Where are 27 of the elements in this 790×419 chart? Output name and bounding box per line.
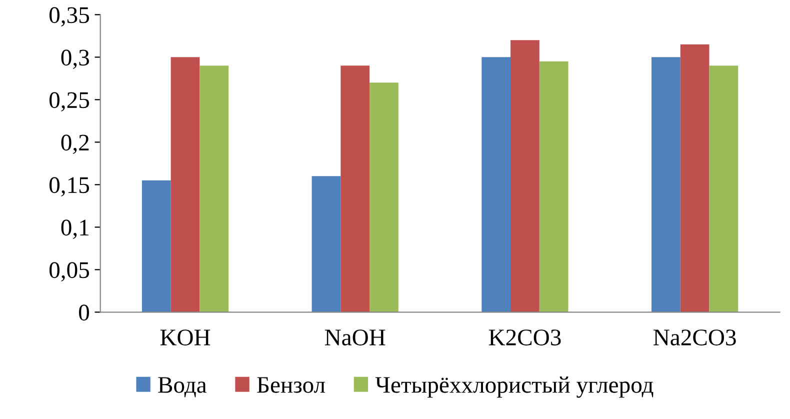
legend-label: Бензол: [257, 377, 325, 393]
legend-label: Четырёххлористый углерод: [375, 376, 654, 398]
y-tick-label: 0,15: [49, 177, 89, 196]
bar: [651, 57, 680, 312]
bar: [539, 61, 568, 312]
bar: [200, 66, 229, 312]
y-tick-label: 0,05: [49, 262, 89, 282]
bar: [370, 82, 398, 312]
x-tick-label: K2CO3: [488, 330, 561, 346]
x-tick-label: Na2CO3: [654, 330, 736, 346]
bar: [312, 176, 341, 312]
bar: [142, 180, 171, 312]
x-tick-label: NaOH: [324, 330, 386, 346]
bar: [482, 57, 511, 312]
y-tick-label: 0,3: [61, 50, 89, 69]
bar: [510, 40, 540, 312]
bar: [170, 57, 200, 312]
y-tick-label: 0,25: [49, 92, 89, 112]
bar: [709, 66, 738, 312]
y-tick-label: 0,2: [61, 134, 89, 154]
y-tick-label: 0,35: [49, 7, 89, 26]
bar: [680, 44, 710, 312]
y-tick-label: 0: [79, 304, 90, 321]
x-tick-label: KOH: [160, 330, 210, 346]
bar: [340, 66, 370, 312]
legend-label: Вода: [158, 377, 207, 398]
y-tick-label: 0,1: [61, 220, 88, 239]
